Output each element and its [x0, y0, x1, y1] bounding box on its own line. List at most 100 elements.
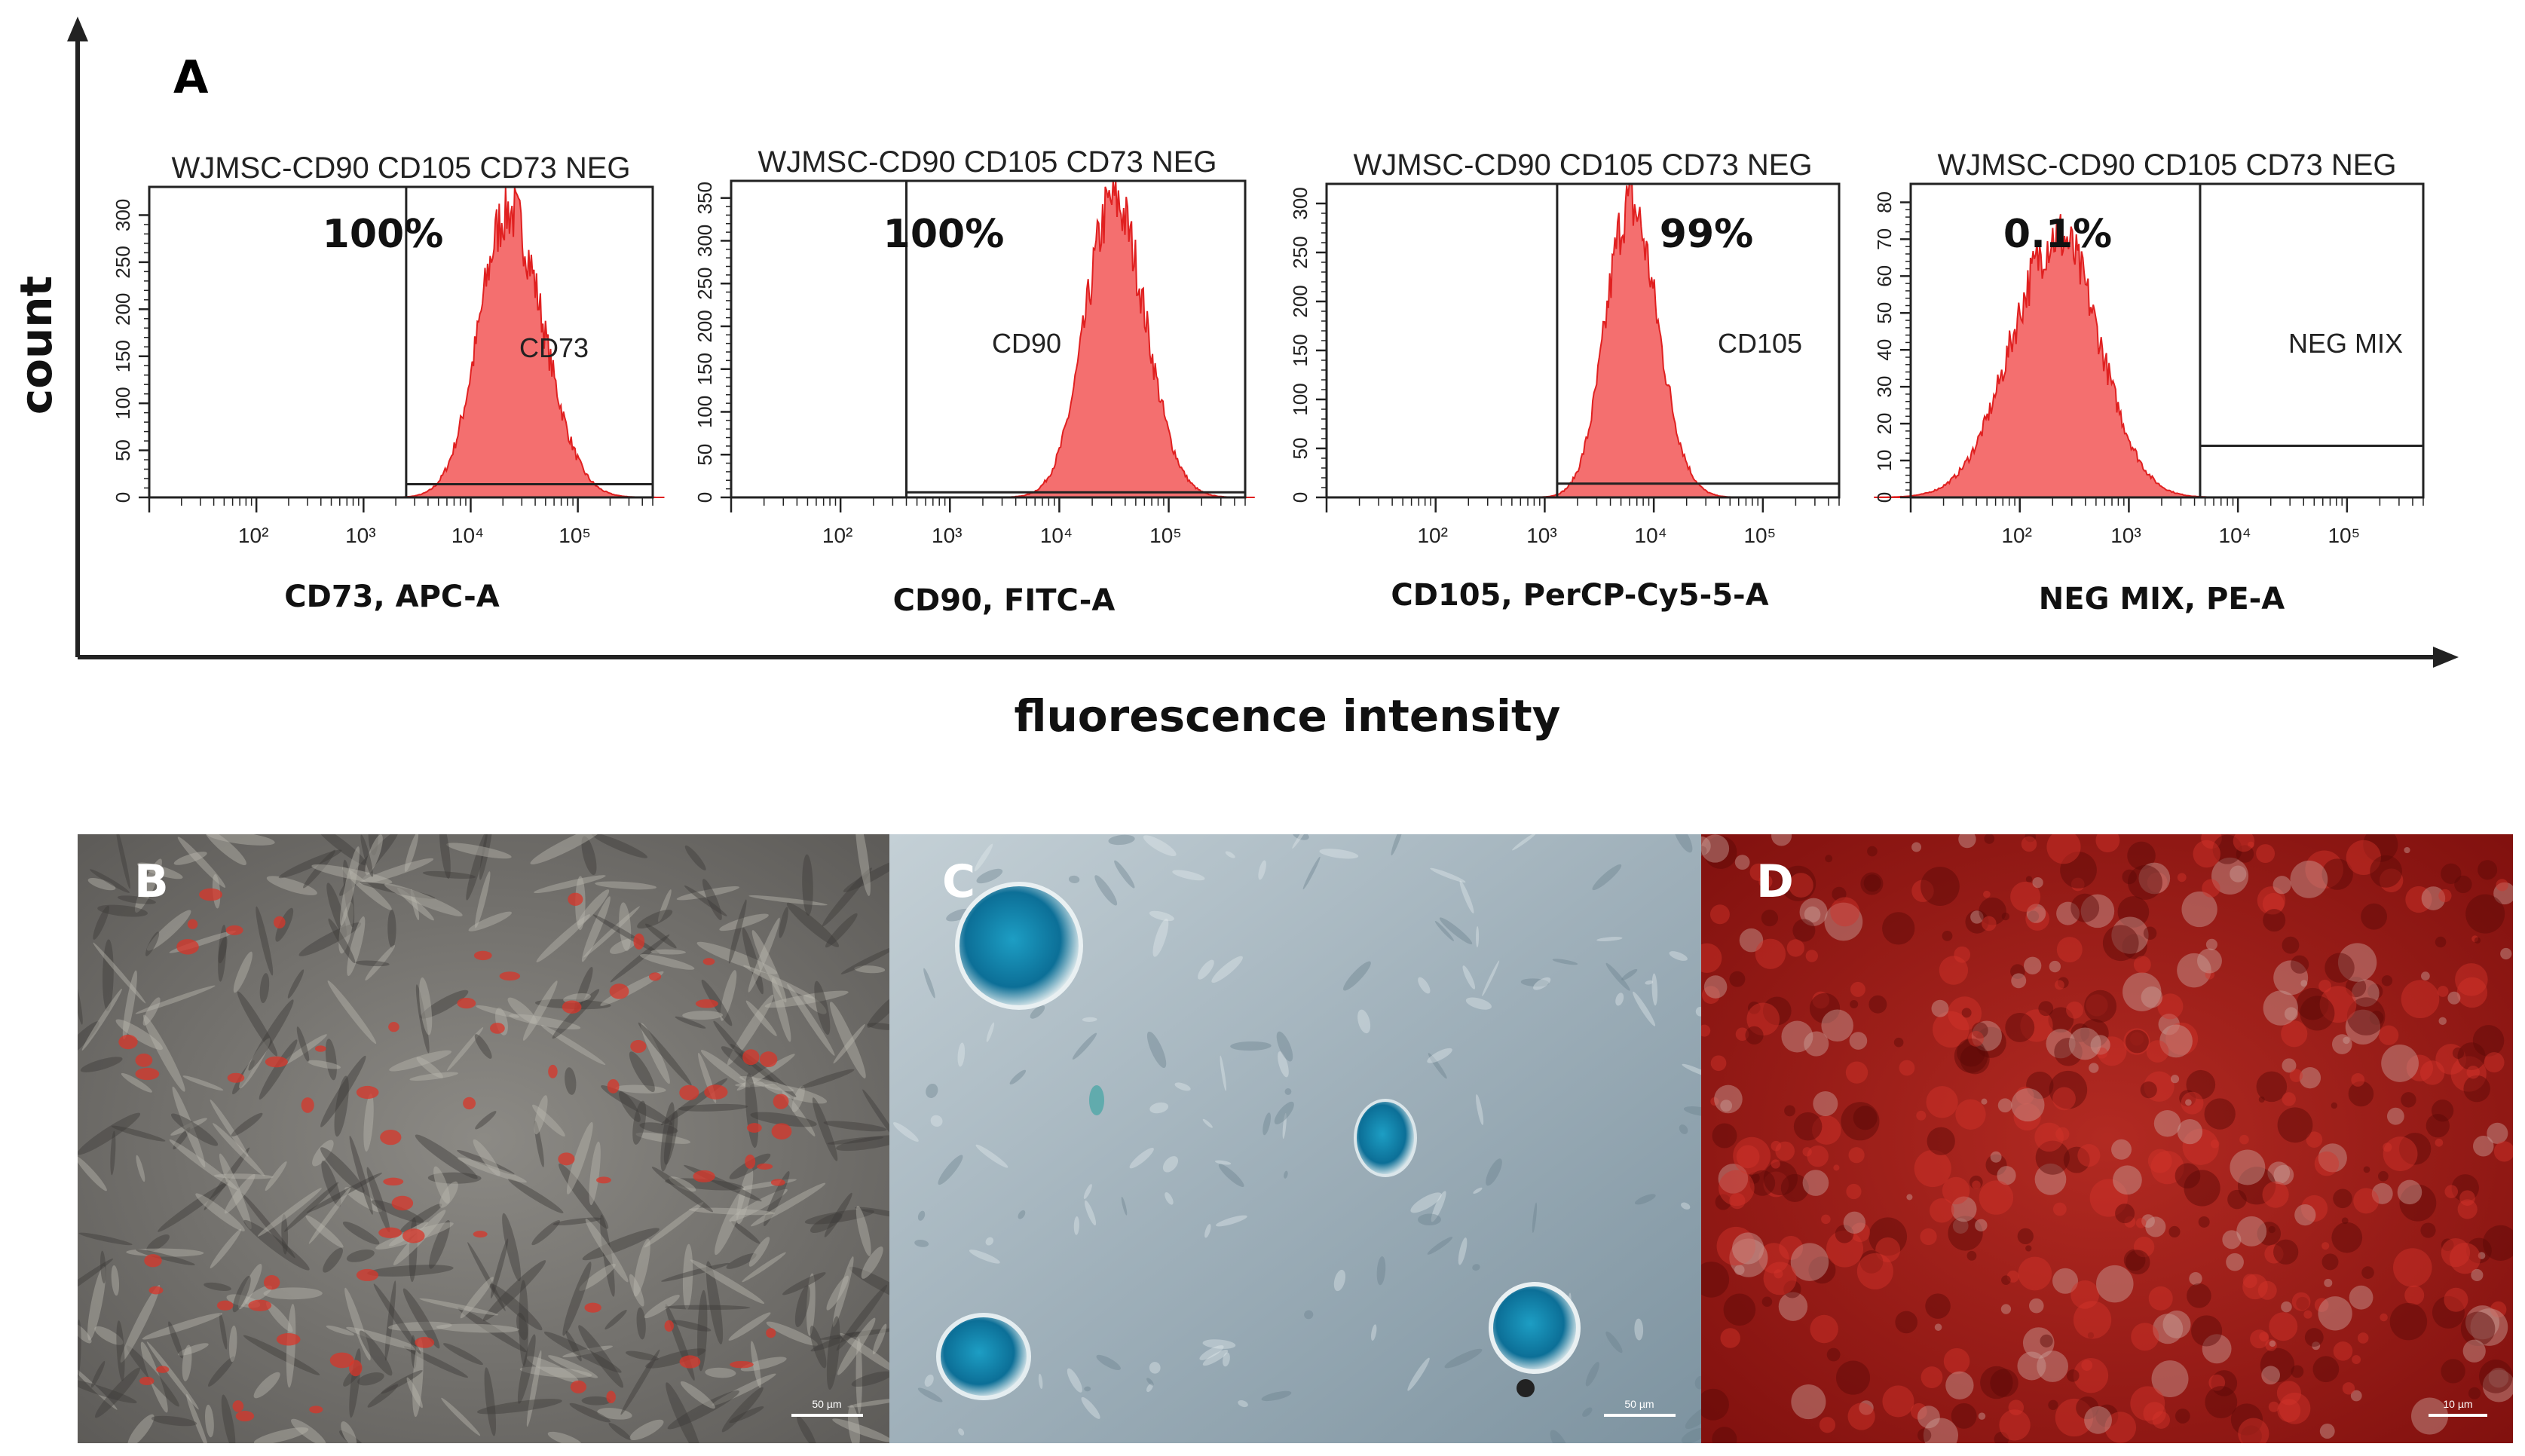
mineral-nodule	[2123, 972, 2162, 1011]
mineral-nodule	[2131, 1323, 2159, 1351]
mineral-nodule	[1968, 1030, 1985, 1047]
mineral-nodule	[2052, 1087, 2076, 1111]
mineral-nodule	[2341, 1217, 2349, 1225]
mineral-nodule	[1972, 1180, 1981, 1190]
matrix-speck	[924, 1374, 934, 1387]
matrix-speck	[1694, 1375, 1701, 1390]
cell-shape	[855, 1207, 889, 1219]
mineral-nodule	[2202, 1334, 2232, 1364]
lipid-droplet	[199, 888, 223, 901]
cell-shape	[771, 977, 791, 1042]
histogram-xlabel: CD105, PerCP-Cy5-5-A	[1391, 578, 1768, 613]
lipid-droplet	[148, 1286, 164, 1295]
mineral-nodule	[2145, 1216, 2166, 1237]
mineral-nodule	[2438, 1017, 2447, 1026]
mineral-nodule	[1779, 1235, 1804, 1260]
cell-shape	[810, 1331, 860, 1352]
cell-shape	[854, 965, 886, 974]
mineral-nodule	[2055, 980, 2064, 990]
mineral-nodule	[1729, 1238, 1768, 1277]
matrix-speck	[1465, 997, 1492, 1010]
mineral-nodule	[2230, 1149, 2266, 1185]
matrix-speck	[1067, 1368, 1082, 1393]
mineral-nodule	[2435, 1044, 2467, 1075]
cell-shape	[552, 1217, 602, 1225]
cell-shape	[90, 1360, 106, 1388]
mineral-nodule	[2242, 1274, 2268, 1300]
cell-shape	[855, 1338, 862, 1415]
cell-shape	[111, 1265, 120, 1296]
y-tick-label: 150	[112, 340, 134, 372]
mineral-nodule	[2111, 916, 2149, 954]
cell-shape	[748, 1237, 770, 1267]
cell-shape	[526, 1356, 579, 1383]
cell-shape	[93, 942, 146, 1004]
mineral-nodule	[1813, 1090, 1838, 1116]
y-tick-label: 50	[693, 444, 716, 466]
mineral-nodule	[1847, 1402, 1875, 1430]
mineral-nodule	[2397, 1179, 2422, 1205]
lipid-droplet	[135, 1067, 160, 1081]
cell-shape	[284, 1182, 339, 1232]
matrix-speck	[1174, 1082, 1191, 1091]
mineral-nodule	[2465, 1305, 2500, 1340]
cell-shape	[363, 1094, 374, 1152]
micrograph-d-background	[1701, 834, 2513, 1443]
lipid-droplet	[771, 1123, 792, 1140]
mineral-nodule	[2276, 1381, 2301, 1406]
cell-shape	[122, 970, 137, 1040]
cell-shape	[145, 931, 160, 956]
mineral-nodule	[1749, 863, 1768, 881]
matrix-speck	[1165, 1192, 1174, 1205]
cell-shape	[325, 1038, 337, 1081]
cell-shape	[836, 1284, 888, 1351]
mineral-nodule	[2426, 1114, 2450, 1138]
mineral-nodule	[1948, 1216, 1983, 1251]
mineral-nodule	[2488, 1367, 2509, 1388]
cell-shape	[680, 1381, 715, 1409]
cell-shape	[126, 1345, 179, 1407]
lipid-droplet	[562, 1000, 582, 1014]
mineral-nodule	[2419, 1060, 2445, 1085]
mineral-nodule	[2049, 1070, 2088, 1109]
mineral-nodule	[2350, 1390, 2362, 1402]
mineral-nodule	[2070, 893, 2100, 922]
mineral-nodule	[2257, 1280, 2277, 1300]
cell-shape	[111, 1125, 166, 1142]
cell-shape	[519, 1366, 592, 1378]
cell-shape	[320, 1055, 366, 1127]
mineral-nodule	[2256, 1071, 2288, 1103]
mineral-nodule	[1775, 1141, 1795, 1161]
lipid-droplet	[609, 983, 629, 999]
mineral-nodule	[1970, 910, 1984, 924]
lipid-droplet	[301, 1097, 314, 1113]
cell-shape	[849, 1266, 889, 1305]
mineral-nodule	[2346, 997, 2386, 1035]
matrix-speck	[1108, 834, 1135, 846]
mineral-nodule	[2090, 1035, 2110, 1055]
mineral-nodule	[1920, 1228, 1937, 1246]
plot-frame	[1909, 182, 2425, 499]
lipid-droplet	[383, 1177, 404, 1186]
cell-shape	[797, 1415, 817, 1443]
cell-shape	[739, 1075, 794, 1092]
cell-shape	[373, 1283, 421, 1354]
mineral-nodule	[2056, 901, 2080, 925]
cell-shape	[239, 1038, 271, 1089]
lipid-droplet	[139, 1376, 155, 1386]
mineral-nodule	[1951, 1402, 1977, 1429]
mineral-nodule	[1863, 874, 1881, 892]
lipid-droplet	[176, 938, 199, 955]
lipid-droplet	[415, 1337, 435, 1348]
lipid-droplet	[263, 1274, 280, 1290]
cell-shape	[562, 1262, 592, 1336]
cell-shape	[326, 1325, 355, 1336]
mineral-nodule	[1732, 1232, 1764, 1265]
cell-shape	[751, 930, 787, 1003]
x-tick-label: 10⁴	[1040, 524, 1073, 547]
mineral-nodule	[1771, 1159, 1780, 1169]
cell-shape	[218, 924, 227, 982]
cell-shape	[736, 1167, 754, 1225]
mineral-nodule	[2321, 1253, 2339, 1271]
mineral-nodule	[1734, 855, 1750, 870]
